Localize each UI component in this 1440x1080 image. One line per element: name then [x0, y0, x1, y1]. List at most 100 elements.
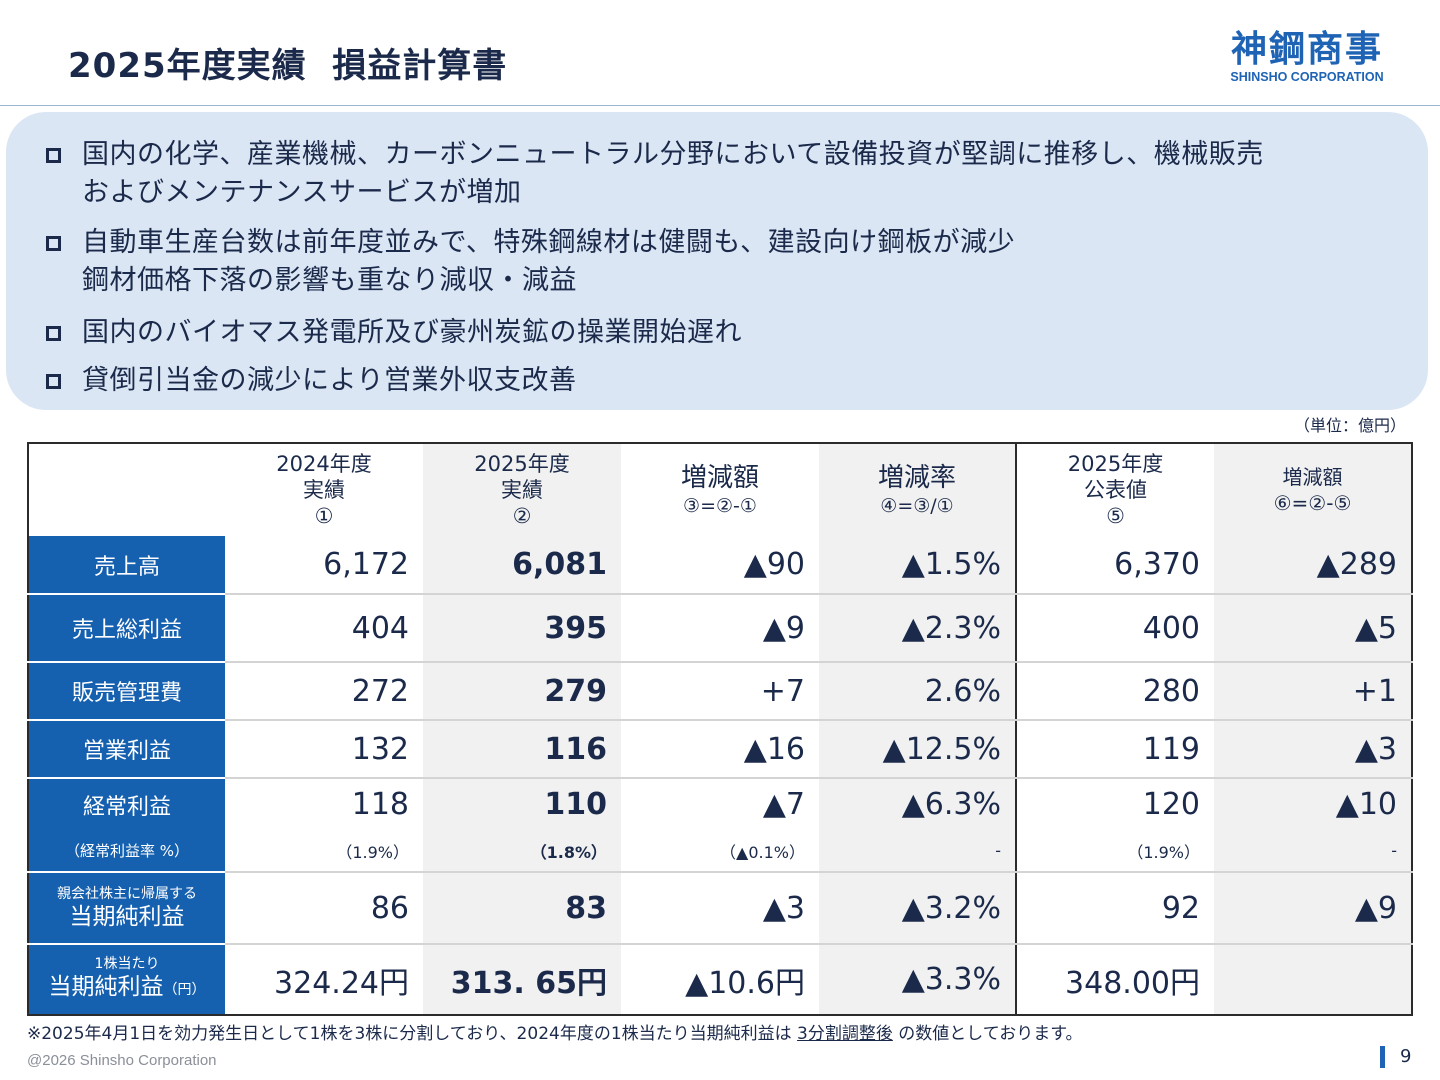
footnote: ※2025年4月1日を効力発生日として1株を3株に分割しており、2024年度の1…: [27, 1019, 1083, 1044]
cell-value: ▲289: [1214, 536, 1412, 595]
col-header-2025-actual: 2025年度 実績 ②: [423, 443, 621, 536]
cell-value: 6,081: [423, 536, 621, 595]
row-label-small: 親会社株主に帰属する: [57, 886, 197, 902]
table-row-eps: 1株当たり 当期純利益（円） 324.24円 313. 65円 ▲10.6円 ▲…: [28, 944, 1412, 1015]
cell-value: ▲90: [621, 536, 819, 595]
cell-value: [1214, 944, 1412, 1015]
footnote-text: ※2025年4月1日を効力発生日として1株を3株に分割しており、2024年度の1…: [27, 1024, 798, 1044]
table-row-net-income: 親会社株主に帰属する 当期純利益 86 83 ▲3 ▲3.2% 92 ▲9: [28, 872, 1412, 945]
cell-value: 279: [423, 662, 621, 721]
cell-value: ▲9: [621, 594, 819, 663]
page-number: 9: [1400, 1046, 1412, 1067]
cell-value: 118: [351, 787, 409, 822]
cell-value: 86: [225, 872, 423, 945]
row-label: 売上総利益: [28, 594, 225, 663]
table-row-gross-profit: 売上総利益 404 395 ▲9 ▲2.3% 400 ▲5: [28, 594, 1412, 663]
cell-value: 400: [1015, 594, 1214, 663]
company-logo: 神鋼商事 SHINSHO CORPORATION: [1212, 29, 1402, 85]
cell-value: 6,370: [1015, 536, 1214, 595]
col-header-forecast-diff: 増減額 ⑥=②-⑤: [1214, 443, 1412, 536]
cell-value: （1.9%）: [225, 830, 423, 873]
cell-value: ▲12.5%: [819, 720, 1016, 779]
row-label: 親会社株主に帰属する 当期純利益: [28, 872, 225, 945]
cell-value: ▲3.2%: [819, 872, 1016, 945]
cell-value: ▲3: [1214, 720, 1412, 779]
cell-value: ▲2.3%: [819, 594, 1016, 663]
cell-value: ▲7: [762, 787, 805, 822]
cell-value: -: [1214, 830, 1412, 873]
summary-bullet: 自動車生産台数は前年度並みで、特殊鋼線材は健闘も、建設向け鋼板が減少 鋼材価格下…: [46, 224, 1015, 300]
square-bullet-icon: [46, 374, 61, 389]
col-header-formula: ④=③/①: [880, 495, 954, 517]
logo-english: SHINSHO CORPORATION: [1230, 70, 1384, 84]
header-divider: [0, 105, 1440, 106]
cell-value: 132: [225, 720, 423, 779]
cell-value: 119: [1015, 720, 1214, 779]
square-bullet-icon: [46, 326, 61, 341]
cell-value: 280: [1015, 662, 1214, 721]
col-header-formula: ③=②-①: [683, 495, 757, 517]
cell-value: 92: [1015, 872, 1214, 945]
cell-value: （▲0.1%）: [621, 830, 819, 873]
cell-value: 404: [225, 594, 423, 663]
bullet-text: 国内の化学、産業機械、カーボンニュートラル分野において設備投資が堅調に推移し、機…: [82, 139, 1264, 208]
page-number-bar: [1380, 1046, 1385, 1068]
summary-bullet: 国内のバイオマス発電所及び豪州炭鉱の操業開始遅れ: [46, 314, 742, 352]
cell-value: ▲10: [1214, 778, 1412, 830]
cell-value: ▲6.3%: [819, 778, 1016, 830]
table-row-sga: 販売管理費 272 279 +7 2.6% 280 +1: [28, 662, 1412, 721]
header-corner: [28, 443, 225, 536]
row-label: 経常利益: [28, 778, 225, 830]
cell-value: 116: [423, 720, 621, 779]
summary-box: 国内の化学、産業機械、カーボンニュートラル分野において設備投資が堅調に推移し、機…: [6, 112, 1428, 410]
cell-value: （1.8%）: [423, 830, 621, 873]
cell-value: 83: [423, 872, 621, 945]
cell-value: 6,172: [225, 536, 423, 595]
cell-value: ▲9: [1214, 872, 1412, 945]
unit-label: （単位：億円）: [1293, 416, 1406, 435]
cell-value: 348.00円: [1015, 944, 1214, 1015]
cell-value: ▲16: [621, 720, 819, 779]
cell-value: 272: [225, 662, 423, 721]
cell-value: 324.24円: [274, 965, 409, 1001]
table-row-ordinary-profit: 経常利益 118 110 ▲7 ▲6.3% 120 ▲10: [28, 778, 1412, 830]
row-label: 売上高: [28, 536, 225, 595]
cell-value: 313. 65円: [423, 944, 621, 1015]
row-label: 営業利益: [28, 720, 225, 779]
cell-value: ▲3: [621, 872, 819, 945]
logo-kanji: 神鋼商事: [1230, 29, 1383, 70]
row-label-unit: （円）: [163, 982, 206, 998]
cell-value: -: [819, 830, 1016, 873]
square-bullet-icon: [46, 148, 61, 163]
col-header-label: 増減額: [680, 463, 759, 493]
square-bullet-icon: [46, 236, 61, 251]
row-label-main: 当期純利益: [69, 904, 185, 930]
footnote-underlined: 3分割調整後: [797, 1024, 893, 1044]
cell-value: ▲3.3%: [819, 944, 1016, 1015]
footnote-text-end: の数値としております。: [892, 1024, 1083, 1044]
col-header-2024-actual: 2024年度 実績 ①: [276, 452, 372, 528]
cell-value: ▲10.6円: [685, 965, 805, 1001]
row-label-small: 1株当たり: [94, 956, 160, 972]
income-statement-table: 2024年度 実績 ① 2025年度 実績 ② 増減額 ③=②-① 増減率 ④=③/…: [27, 442, 1413, 1016]
summary-bullet: 国内の化学、産業機械、カーボンニュートラル分野において設備投資が堅調に推移し、機…: [46, 136, 1264, 212]
col-header-2025-forecast: 2025年度 公表値 ⑤: [1015, 443, 1214, 536]
cell-value: 110: [423, 778, 621, 830]
table-row-ordinary-margin: （経常利益率 %） （1.9%） （1.8%） （▲0.1%） - （1.9%）…: [28, 830, 1412, 873]
cell-value: 395: [423, 594, 621, 663]
table-row-operating-profit: 営業利益 132 116 ▲16 ▲12.5% 119 ▲3: [28, 720, 1412, 779]
col-header-label: 増減率: [877, 463, 956, 493]
cell-value: +7: [621, 662, 819, 721]
cell-value: 120: [1015, 778, 1214, 830]
row-label: 1株当たり 当期純利益（円）: [28, 944, 225, 1015]
table-header-row: 2024年度 実績 ① 2025年度 実績 ② 増減額 ③=②-① 増減率 ④=③/…: [28, 443, 1412, 536]
copyright: @2026 Shinsho Corporation: [27, 1052, 217, 1069]
bullet-text: 国内のバイオマス発電所及び豪州炭鉱の操業開始遅れ: [82, 317, 742, 348]
page-title: 2025年度実績 損益計算書: [68, 46, 508, 86]
summary-bullet: 貸倒引当金の減少により営業外収支改善: [46, 362, 576, 400]
cell-value: ▲1.5%: [819, 536, 1016, 595]
col-header-change-rate: 増減率 ④=③/①: [819, 443, 1016, 536]
bullet-text: 貸倒引当金の減少により営業外収支改善: [82, 365, 577, 396]
cell-value: 2.6%: [819, 662, 1016, 721]
row-label: （経常利益率 %）: [28, 830, 225, 873]
